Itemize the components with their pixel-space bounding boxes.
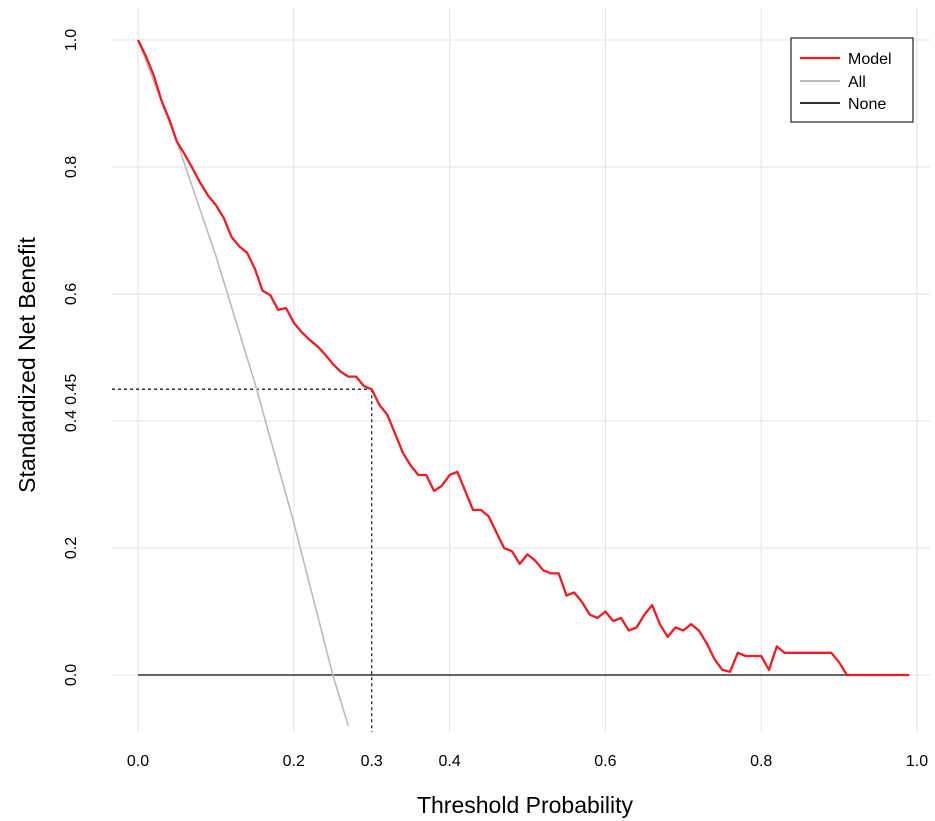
y-axis-title: Standardized Net Benefit <box>14 237 40 493</box>
x-tick-label: 0.4 <box>438 753 460 770</box>
reference-lines <box>112 388 373 732</box>
legend: Model All None <box>790 37 914 123</box>
y-tick-label: 0.4 <box>63 410 80 432</box>
x-tick-label: 0.2 <box>283 753 305 770</box>
y-tick-label: 1.0 <box>63 29 80 51</box>
legend-label-all: All <box>848 74 866 91</box>
y-tick-label: 0.6 <box>63 283 80 305</box>
legend-label-model: Model <box>848 51 892 68</box>
y-tick-label: 0.2 <box>63 537 80 559</box>
x-axis-ticks: 0.0 0.2 0.3 0.4 0.6 0.8 1.0 <box>127 753 928 770</box>
x-tick-label: 0.3 <box>361 753 383 770</box>
x-tick-label: 0.0 <box>127 753 149 770</box>
x-tick-label: 0.8 <box>750 753 772 770</box>
y-axis-ticks: 0.0 0.2 0.4 0.45 0.6 0.8 1.0 <box>63 29 80 686</box>
series-line-model <box>136 39 910 677</box>
legend-label-none: None <box>848 96 886 113</box>
x-tick-label: 1.0 <box>906 753 928 770</box>
series-line-all <box>137 39 350 727</box>
x-axis-title: Threshold Probability <box>417 792 634 818</box>
legend-box <box>790 37 914 123</box>
y-tick-label: 0.0 <box>63 664 80 686</box>
y-tick-label: 0.45 <box>63 374 80 405</box>
x-tick-label: 0.6 <box>594 753 616 770</box>
series-lines <box>136 39 910 727</box>
y-tick-label: 0.8 <box>63 156 80 178</box>
